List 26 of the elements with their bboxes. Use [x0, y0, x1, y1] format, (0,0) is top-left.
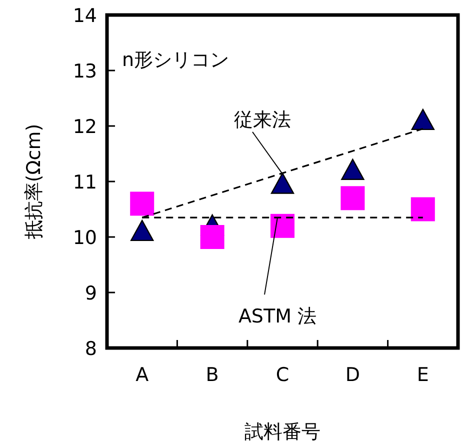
- point: [130, 220, 154, 242]
- y-tick-label: 13: [72, 60, 97, 82]
- x-tick-label: A: [136, 364, 149, 386]
- y-tick-label: 11: [72, 172, 97, 194]
- x-tick-label: E: [416, 364, 429, 386]
- y-tick-label: 10: [72, 227, 97, 249]
- annotation: n形シリコン: [122, 49, 230, 71]
- x-tick-label: D: [345, 364, 360, 386]
- annotation: ASTM 法: [238, 306, 317, 328]
- annotation: 従来法: [234, 108, 291, 131]
- point: [270, 172, 294, 194]
- y-tick-label: 14: [72, 5, 97, 27]
- point: [411, 108, 434, 130]
- x-axis-title: 試料番号: [244, 421, 320, 443]
- point: [200, 225, 224, 249]
- x-tick-label: B: [206, 364, 219, 386]
- point: [340, 186, 365, 210]
- point: [410, 197, 435, 222]
- y-axis-title: 抵抗率(Ωcm): [23, 124, 45, 240]
- point: [341, 158, 364, 180]
- point: [130, 192, 154, 216]
- y-tick-label: 8: [84, 338, 97, 360]
- y-tick-label: 9: [84, 282, 97, 304]
- point: [270, 214, 294, 238]
- x-tick-label: C: [276, 364, 290, 386]
- y-tick-label: 12: [72, 116, 97, 138]
